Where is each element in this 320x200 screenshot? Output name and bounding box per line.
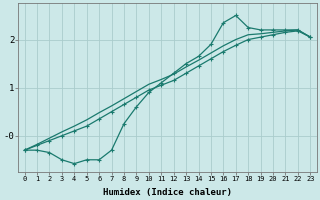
X-axis label: Humidex (Indice chaleur): Humidex (Indice chaleur) bbox=[103, 188, 232, 197]
